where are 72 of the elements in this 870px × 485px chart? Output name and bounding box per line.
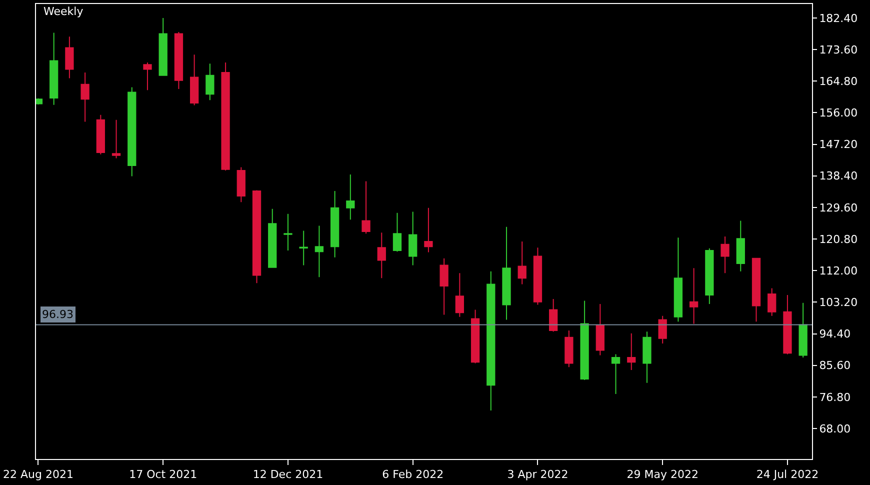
candlestick	[221, 62, 230, 171]
candlestick	[80, 72, 90, 122]
y-tick-label: 173.60	[819, 43, 858, 56]
x-tick-label: 3 Apr 2022	[507, 468, 568, 482]
candlestick	[596, 303, 604, 356]
y-tick-label: 164.80	[819, 75, 858, 88]
y-tick-label: 94.40	[819, 328, 851, 341]
candlestick	[112, 119, 121, 159]
candlestick	[549, 298, 558, 332]
candlestick	[705, 248, 714, 304]
y-tick-label: 138.40	[819, 170, 858, 183]
chart-title: Weekly	[44, 4, 84, 18]
x-tick-label: 12 Dec 2021	[252, 468, 324, 482]
candlestick	[424, 207, 433, 253]
candlestick	[50, 32, 58, 106]
candlestick	[206, 63, 214, 101]
x-tick-label: 24 Jul 2022	[756, 468, 819, 482]
candlestick	[330, 190, 340, 258]
candlestick	[658, 315, 667, 344]
candlestick	[408, 211, 418, 266]
candlestick	[143, 62, 152, 91]
candlestick	[564, 330, 574, 368]
y-tick-label: 156.00	[819, 106, 858, 120]
candlestick	[299, 230, 308, 266]
candlestick	[768, 288, 776, 316]
candlestick	[611, 354, 620, 395]
candlestick	[470, 309, 480, 364]
candlestick	[236, 166, 246, 203]
candlestick	[580, 300, 589, 381]
candlestick	[518, 241, 526, 285]
candlestick	[268, 208, 277, 268]
y-tick-label: 103.20	[819, 296, 858, 310]
candlestick	[674, 237, 683, 322]
candlestick	[533, 247, 542, 306]
candlestick	[627, 332, 636, 371]
candlestick	[502, 226, 511, 320]
candlestick	[128, 86, 136, 177]
candlestick	[346, 174, 355, 220]
y-tick-label: 129.60	[819, 201, 858, 214]
y-tick-label: 147.20	[819, 138, 858, 152]
candlestick	[752, 258, 761, 322]
candlestick	[174, 31, 184, 90]
y-tick-label: 182.40	[819, 12, 858, 25]
candlestick	[96, 114, 105, 155]
candlestick	[720, 236, 730, 274]
candlestick	[440, 258, 448, 316]
x-tick-label: 6 Feb 2022	[382, 468, 444, 482]
candlestick	[284, 213, 292, 252]
y-tick-label: 68.00	[819, 422, 851, 436]
candlestick	[65, 36, 74, 79]
y-tick-label: 76.80	[819, 390, 851, 404]
candlestick	[392, 212, 402, 252]
candlestick	[783, 294, 792, 355]
candlestick	[377, 232, 386, 279]
x-tick-label: 22 Aug 2021	[2, 468, 74, 482]
candlestick	[190, 54, 199, 106]
x-tick-label: 17 Oct 2021	[129, 468, 198, 482]
candlestick	[314, 225, 324, 278]
candlestick	[642, 331, 652, 384]
candlestick	[736, 220, 745, 272]
ref-line-label: 96.93	[42, 308, 74, 321]
y-tick-label: 120.80	[819, 232, 858, 246]
candlestick	[158, 17, 168, 76]
candlestick	[362, 180, 370, 234]
y-tick-label: 85.60	[819, 359, 851, 372]
candlestick	[798, 302, 808, 358]
candlestick	[689, 268, 698, 324]
candlestick	[252, 190, 262, 284]
x-tick-label: 29 May 2022	[626, 468, 698, 482]
candlestick	[486, 270, 496, 412]
candlestick	[455, 272, 464, 318]
y-tick-label: 112.00	[819, 264, 858, 278]
